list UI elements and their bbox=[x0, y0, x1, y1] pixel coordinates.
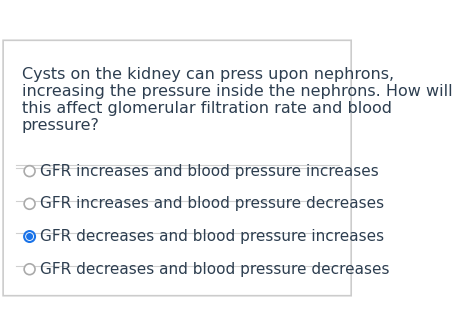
FancyBboxPatch shape bbox=[3, 40, 351, 296]
Text: pressure?: pressure? bbox=[22, 118, 100, 133]
Circle shape bbox=[24, 231, 35, 242]
Text: GFR increases and blood pressure decreases: GFR increases and blood pressure decreas… bbox=[40, 196, 384, 211]
Text: GFR decreases and blood pressure increases: GFR decreases and blood pressure increas… bbox=[40, 229, 384, 244]
Text: Cysts on the kidney can press upon nephrons,: Cysts on the kidney can press upon nephr… bbox=[22, 67, 394, 82]
Text: GFR decreases and blood pressure decreases: GFR decreases and blood pressure decreas… bbox=[40, 262, 390, 277]
Text: GFR increases and blood pressure increases: GFR increases and blood pressure increas… bbox=[40, 164, 379, 179]
Circle shape bbox=[26, 233, 33, 240]
Circle shape bbox=[24, 166, 35, 176]
Circle shape bbox=[24, 264, 35, 275]
Text: this affect glomerular filtration rate and blood: this affect glomerular filtration rate a… bbox=[22, 101, 392, 116]
Circle shape bbox=[24, 198, 35, 209]
Text: increasing the pressure inside the nephrons. How will: increasing the pressure inside the nephr… bbox=[22, 84, 452, 99]
